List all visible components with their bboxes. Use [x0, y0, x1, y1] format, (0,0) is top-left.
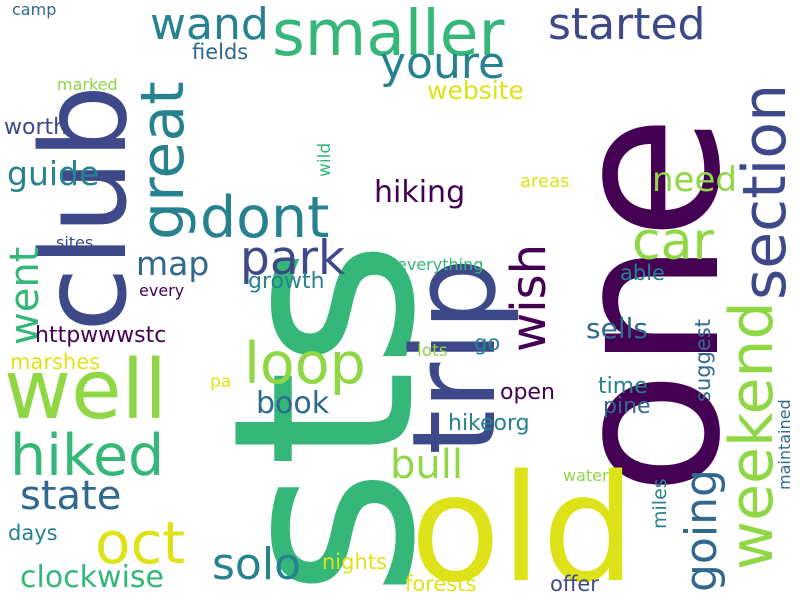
word-open: open — [500, 380, 555, 405]
word-smaller: smaller — [272, 0, 505, 70]
word-lots: lots — [417, 341, 448, 361]
word-miles: miles — [649, 478, 671, 529]
word-website: website — [427, 76, 524, 105]
word-marshes: marshes — [10, 350, 101, 374]
word-going: going — [676, 469, 727, 592]
word-areas: areas — [520, 171, 570, 192]
word-started: started — [548, 0, 706, 50]
word-section: section — [730, 83, 800, 300]
word-httpwwwstc: httpwwwstc — [35, 323, 167, 348]
word-sells: sells — [586, 312, 648, 345]
word-suggest: suggest — [691, 318, 715, 402]
word-pa: pa — [210, 372, 232, 392]
word-wish: wish — [501, 243, 557, 352]
word-growth: growth — [248, 269, 325, 294]
word-hiked: hiked — [10, 423, 165, 489]
word-park: park — [240, 231, 346, 286]
word-book: book — [256, 386, 330, 421]
word-wand: wand — [150, 0, 269, 50]
word-guide: guide — [7, 154, 100, 193]
word-every: every — [139, 281, 185, 300]
word-forests: forests — [405, 572, 477, 596]
word-bull: bull — [390, 442, 463, 488]
word-oct: oct — [95, 509, 186, 577]
word-nights: nights — [322, 550, 387, 574]
word-loop: loop — [244, 331, 366, 397]
word-solo: solo — [212, 539, 301, 590]
word-offer: offer — [550, 572, 599, 596]
word-everything: everything — [397, 255, 484, 274]
word-hikeorg: hikeorg — [448, 411, 530, 436]
word-weekend: weekend — [717, 301, 787, 570]
word-old: old — [410, 443, 636, 600]
word-maintained: maintained — [775, 399, 794, 490]
word-dont: dont — [200, 185, 330, 251]
word-youre: youre — [380, 38, 506, 89]
word-sites: sites — [56, 233, 94, 252]
word-well: well — [4, 343, 168, 438]
word-map: map — [136, 244, 210, 283]
word-go: go — [474, 331, 501, 355]
word-state: state — [20, 473, 122, 519]
word-time: time — [598, 374, 648, 399]
word-marked: marked — [57, 75, 118, 94]
word-hiking: hiking — [374, 175, 466, 210]
word-water: water — [563, 466, 609, 485]
word-clockwise: clockwise — [20, 560, 165, 595]
word-car: car — [632, 212, 714, 272]
word-worth: worth — [4, 115, 68, 140]
word-days: days — [8, 521, 58, 545]
word-need: need — [652, 160, 737, 200]
word-great: great — [128, 81, 198, 240]
word-fields: fields — [192, 40, 249, 64]
word-pine: pine — [603, 394, 651, 419]
word-wild: wild — [315, 142, 335, 177]
word-camp: camp — [12, 0, 57, 19]
word-able: able — [620, 261, 665, 285]
